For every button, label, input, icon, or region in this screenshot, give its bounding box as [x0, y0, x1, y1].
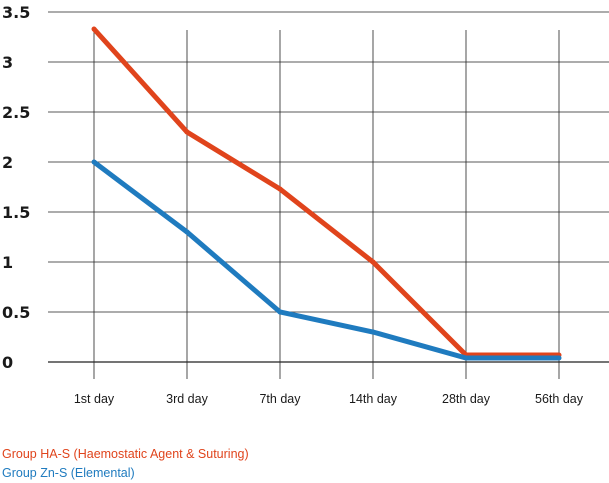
- y-tick-label: 2: [2, 153, 13, 172]
- data-point: [91, 159, 97, 165]
- x-tick-label: 1st day: [74, 392, 115, 406]
- data-point: [277, 186, 283, 192]
- x-tick-label: 14th day: [349, 392, 398, 406]
- chart-gridlines: [48, 11, 609, 379]
- data-point: [184, 229, 190, 235]
- y-tick-label: 0.5: [2, 303, 30, 322]
- x-tick-label: 56th day: [535, 392, 584, 406]
- chart-series-lines: [91, 26, 562, 361]
- y-tick-label: 2.5: [2, 103, 30, 122]
- y-tick-label: 3.5: [2, 3, 30, 22]
- legend-entry-ha-s: Group HA-S (Haemostatic Agent & Suturing…: [2, 447, 249, 461]
- data-point: [556, 355, 562, 361]
- data-point: [370, 329, 376, 335]
- data-point: [463, 355, 469, 361]
- data-point: [277, 309, 283, 315]
- y-tick-label: 3: [2, 53, 13, 72]
- series-line-0: [92, 27, 559, 358]
- data-point: [370, 259, 376, 265]
- y-axis-tick-labels: 0 0.5 1 1.5 2 2.5 3 3.5: [2, 3, 30, 372]
- x-tick-label: 7th day: [259, 392, 301, 406]
- y-tick-label: 0: [2, 353, 13, 372]
- y-tick-label: 1.5: [2, 203, 30, 222]
- x-tick-label: 3rd day: [166, 392, 208, 406]
- data-point: [91, 26, 97, 32]
- y-tick-label: 1: [2, 253, 13, 272]
- x-axis-tick-labels: 1st day 3rd day 7th day 14th day 28th day 56t…: [74, 392, 584, 406]
- legend-entry-zn-s: Group Zn-S (Elemental): [2, 466, 135, 480]
- x-tick-label: 28th day: [442, 392, 491, 406]
- data-point: [184, 129, 190, 135]
- series-line-1: [92, 160, 559, 361]
